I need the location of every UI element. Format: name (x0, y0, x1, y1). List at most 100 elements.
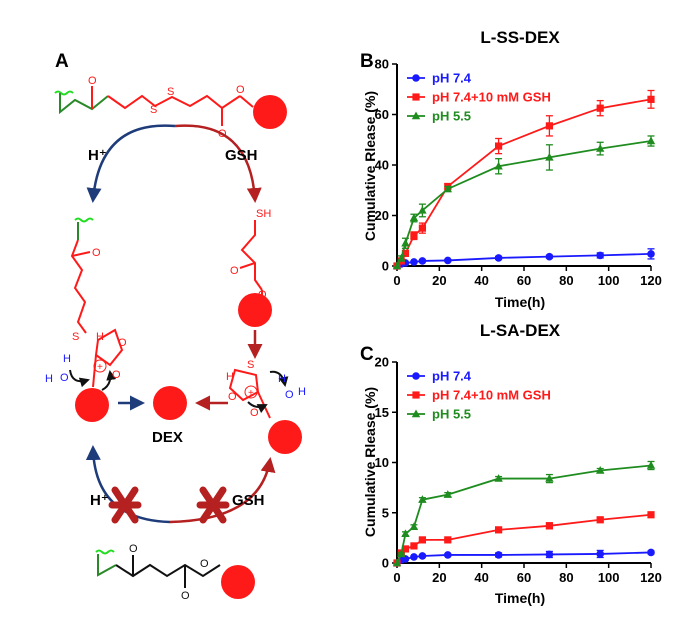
chart-c-x-tick-label: 60 (517, 570, 531, 585)
chart-b-series-line (396, 98, 652, 267)
right-ring (228, 368, 260, 402)
left-atom-o-ring: O (118, 337, 127, 349)
top-backbone (59, 93, 109, 115)
chart-c-series-2 (392, 460, 656, 567)
panel-a-label: A (55, 51, 69, 72)
chart-c-legend-marker (412, 391, 420, 399)
right-atom-o: O (230, 265, 239, 277)
chart-b-x-tick-label: 40 (474, 273, 488, 288)
top-atom-s-1: S (150, 104, 157, 116)
left-water-o: O (60, 372, 69, 384)
right-atom-s: S (247, 359, 254, 371)
chart-b-data-point (418, 257, 427, 265)
chart-b-data-point (444, 256, 452, 265)
bottom-atom-o-3: O (200, 558, 209, 570)
drug-sphere-mid-right (238, 293, 272, 327)
left-ring (94, 328, 124, 367)
chart-c-x-tick-label: 120 (640, 570, 662, 585)
chart-b-data-point (494, 161, 503, 170)
chart-c-panel-label: C (360, 344, 374, 365)
top-atom-o-1: O (88, 75, 97, 87)
bottom-linker-squiggle (95, 549, 115, 555)
chart-c-data-point (545, 474, 554, 482)
chart-c-xlabel: Time(h) (495, 590, 545, 606)
chart-b-data-point (545, 252, 554, 261)
chart-b-legend-label: pH 7.4 (432, 71, 472, 86)
chart-c-data-point (596, 516, 604, 524)
chart-c-y-tick-label: 10 (375, 455, 389, 470)
chart-b-panel-label: B (360, 51, 374, 72)
chart-b-data-point (647, 250, 655, 258)
chart-c-y-tick-label: 0 (382, 556, 389, 571)
top-atom-s-2: S (167, 86, 174, 98)
cross-mark-right (196, 486, 230, 524)
chart-b-data-point (410, 258, 418, 266)
top-chain (107, 94, 241, 110)
chart-c-data-point (418, 536, 426, 544)
chart-c-y-tick-label: 15 (375, 405, 389, 420)
chart-c-data-point (646, 461, 656, 469)
chart-c-x-tick-label: 40 (474, 570, 488, 585)
chart-b-x-tick-label: 20 (432, 273, 446, 288)
arc-top-left (86, 124, 176, 203)
chart-b-series-line (396, 140, 652, 267)
chart-b-y-tick-label: 80 (375, 57, 389, 72)
right-chain (240, 220, 263, 291)
right-curved-arrow-1 (269, 370, 289, 387)
right-curved-arrow-2 (247, 401, 268, 414)
left-intermediate (69, 217, 124, 391)
chart-b-data-point (647, 95, 655, 103)
chart-c-data-point (494, 551, 503, 559)
left-curved-arrow-1 (69, 369, 90, 388)
label-gsh-top: GSH (225, 147, 258, 164)
chart-c-data-point (397, 549, 406, 558)
chart-b-legend-marker (411, 111, 421, 120)
left-atom-s: S (72, 331, 79, 343)
chart-b-x-tick-label: 100 (598, 273, 620, 288)
top-atom-o-3: O (236, 84, 245, 96)
chart-b-data-point (418, 205, 427, 214)
chart-c-data-point (495, 526, 503, 534)
chart-c-legend-marker (412, 372, 420, 380)
chart-b-x-tick-label: 0 (393, 273, 400, 288)
chart-b-data-point (646, 136, 656, 145)
chart-c-x-tick-label: 20 (432, 570, 446, 585)
chart-b-data-point (545, 152, 554, 161)
chart-c-data-point (596, 550, 604, 558)
drug-sphere-left (75, 388, 109, 422)
chart-c-data-point (401, 545, 410, 553)
top-ester-bond (239, 95, 254, 108)
chart-b-series-2 (392, 135, 656, 270)
left-linker-squiggle (74, 217, 94, 223)
chart-c-data-point (545, 522, 553, 530)
chart-c-data-point (444, 536, 452, 544)
chart-b-data-point (401, 249, 410, 257)
chart-b-series-line (396, 252, 652, 267)
chart-c-x-tick-label: 0 (393, 570, 400, 585)
label-h-plus-bottom: H⁺ (90, 492, 109, 509)
right-plus-sign: + (248, 388, 254, 399)
chart-b-data-point (596, 144, 605, 152)
chart-b-data-point (397, 253, 406, 262)
chart-c-legend-label: pH 7.4 (432, 369, 472, 384)
chart-b-y-tick-label: 20 (375, 208, 389, 223)
chart-c-data-point (494, 474, 503, 482)
left-atom-h: H (96, 331, 104, 343)
chart-c-legend-label: pH 7.4+10 mM GSH (432, 388, 551, 403)
right-water-o: O (285, 389, 294, 401)
chart-c-data-point (410, 542, 418, 550)
left-water-h-1: H (63, 353, 71, 365)
chart-b-x-tick-label: 80 (559, 273, 573, 288)
chart-c-series-line (396, 464, 652, 564)
chart-c-title: L-SA-DEX (480, 321, 561, 340)
right-atom-o-ester-2: O (250, 407, 259, 419)
dex-label: DEX (152, 429, 183, 446)
chart-c-legend-marker (411, 409, 421, 418)
chart-c-data-point (443, 490, 452, 498)
left-water-h-2: H (45, 373, 53, 385)
chart-b-ylabel: Cumulative Rlease (%) (362, 91, 378, 241)
arc-bottom-right (169, 457, 276, 524)
chart-c-ylabel: Cumulative Rlease (%) (362, 387, 378, 537)
left-carbonyl (71, 251, 91, 257)
chart-b-y-tick-label: 60 (375, 107, 389, 122)
